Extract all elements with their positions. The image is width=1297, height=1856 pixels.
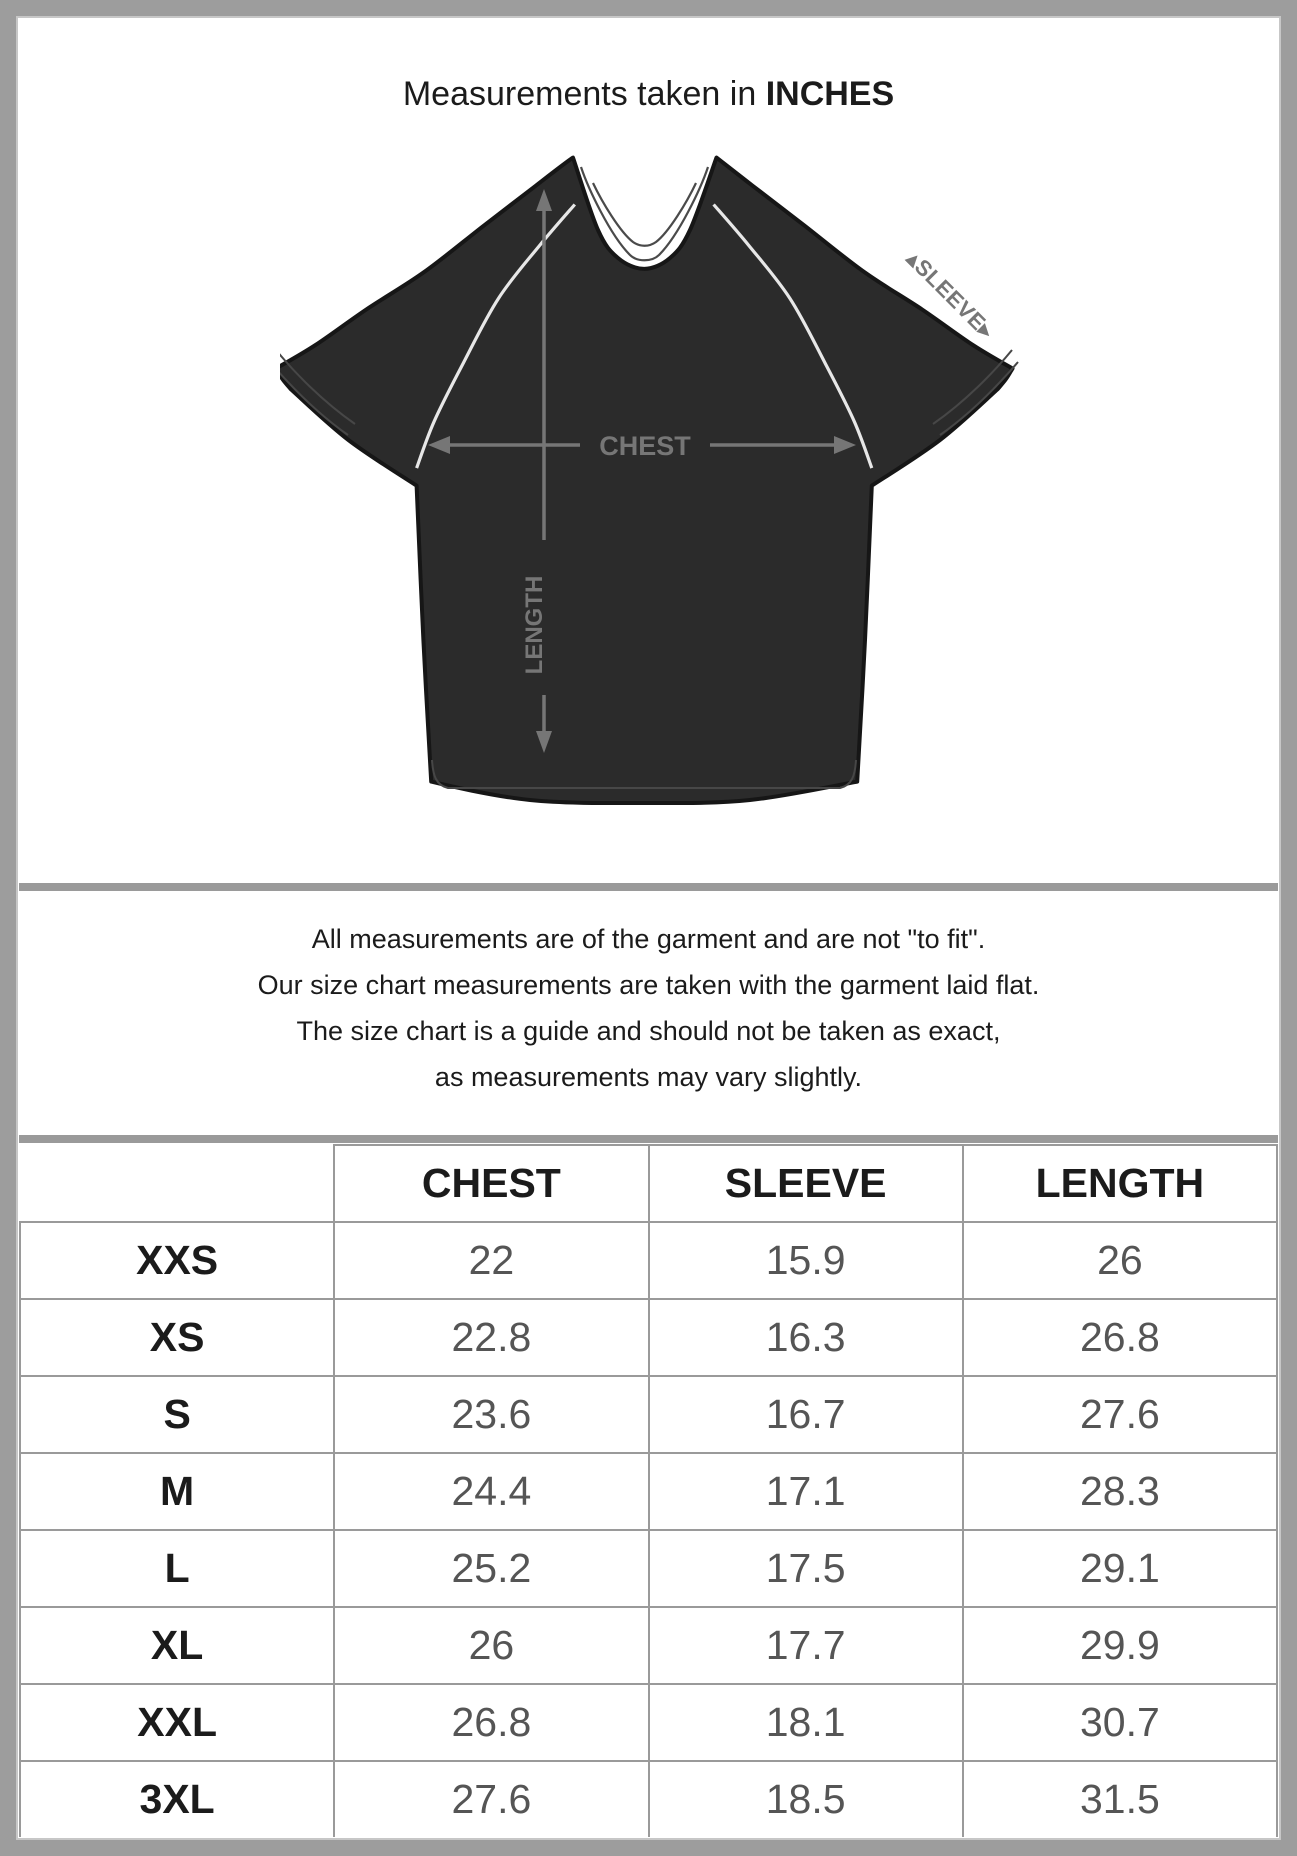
- svg-text:CHEST: CHEST: [599, 431, 691, 461]
- svg-text:▴SLEEVE▸: ▴SLEEVE▸: [901, 245, 1000, 344]
- svg-text:LENGTH: LENGTH: [521, 576, 548, 675]
